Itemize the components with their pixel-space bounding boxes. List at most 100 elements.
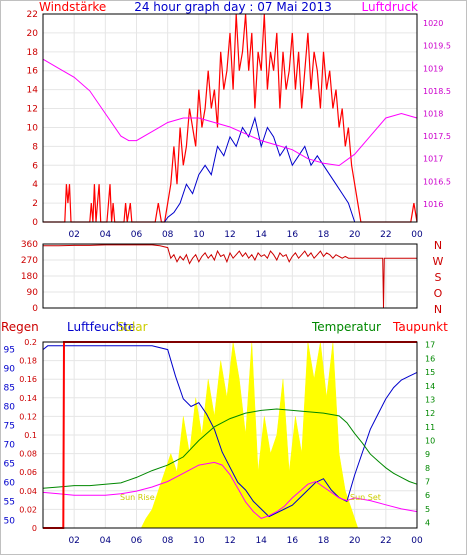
temperature-tick-label: 15 xyxy=(425,368,435,377)
x-tick-label: 22 xyxy=(380,230,391,240)
pressure-tick-label: 1016.5 xyxy=(423,177,451,186)
direction-plot-frame xyxy=(42,243,418,309)
rain-axis-label: Regen xyxy=(1,320,39,334)
rain-tick-label: 0.16 xyxy=(19,375,37,384)
x-tick-label: 08 xyxy=(162,536,174,546)
solar-axis-label: Solar xyxy=(117,320,148,334)
x-tick-label: 18 xyxy=(318,230,330,240)
humidity-axis-label: Luftfeuchte xyxy=(67,320,135,334)
x-tick-label: 16 xyxy=(287,536,299,546)
humidity-tick-label: 55 xyxy=(4,497,15,507)
pressure-tick-label: 1019 xyxy=(423,64,443,73)
climate-plot-frame xyxy=(42,341,418,529)
x-tick-label: 22 xyxy=(380,536,391,546)
rain-tick-label: 0 xyxy=(32,524,37,533)
wind-pressure-panel: Windstärke 24 hour graph day : 07 Mai 20… xyxy=(27,0,451,240)
humidity-tick-label: 50 xyxy=(4,516,16,526)
y-tick-label: 20 xyxy=(27,29,39,39)
y-tick-label: 16 xyxy=(27,67,39,77)
y-tick-label: 12 xyxy=(27,105,38,115)
y-tick-label: 0 xyxy=(32,304,38,314)
y-tick-label: 4 xyxy=(32,180,38,190)
wind-axis-label: Windstärke xyxy=(39,0,106,14)
dewpoint-axis-label: Taupunkt xyxy=(392,320,448,334)
rain-tick-label: 0.06 xyxy=(19,468,37,477)
direction-series xyxy=(43,244,417,309)
humidity-tick-label: 75 xyxy=(4,422,15,432)
temperature-tick-label: 6 xyxy=(425,491,430,500)
pressure-tick-label: 1018 xyxy=(423,109,443,118)
wind-line xyxy=(43,116,417,223)
humidity-tick-label: 80 xyxy=(4,403,16,413)
y-tick-label: 0 xyxy=(32,218,38,228)
pressure-tick-label: 1017.5 xyxy=(423,132,451,141)
x-tick-label: 04 xyxy=(100,230,112,240)
y-tick-label: 180 xyxy=(21,272,38,282)
rain-tick-label: 0.04 xyxy=(19,487,37,496)
humidity-y-ticks: 50 55 60 65 70 75 80 85 90 95 xyxy=(4,346,16,527)
x-tick-label: 16 xyxy=(287,230,299,240)
humidity-line xyxy=(42,345,418,518)
temperature-tick-label: 9 xyxy=(425,450,430,459)
pressure-tick-label: 1020 xyxy=(423,19,443,28)
compass-label: N xyxy=(434,303,442,316)
x-tick-label: 06 xyxy=(131,230,143,240)
x-tick-label: 08 xyxy=(162,230,174,240)
wind-plot-frame xyxy=(42,13,418,223)
climate-panel: Regen Luftfeuchte Solar Temperatur Taupu… xyxy=(1,320,448,546)
y-tick-label: 14 xyxy=(27,86,39,96)
x-tick-label: 20 xyxy=(349,536,361,546)
x-tick-label: 12 xyxy=(224,230,235,240)
x-tick-label: 02 xyxy=(68,536,79,546)
temperature-tick-label: 12 xyxy=(425,409,435,418)
x-tick-label: 14 xyxy=(255,230,267,240)
x-tick-label: 20 xyxy=(349,230,361,240)
rain-tick-label: 0.18 xyxy=(19,357,37,366)
y-tick-label: 18 xyxy=(27,48,39,58)
x-tick-label: 02 xyxy=(68,230,79,240)
pressure-tick-label: 1017 xyxy=(423,155,443,164)
y-tick-label: 360 xyxy=(21,240,38,250)
x-tick-label: 10 xyxy=(193,536,205,546)
temperature-tick-label: 8 xyxy=(425,464,430,473)
pressure-tick-label: 1018.5 xyxy=(423,87,451,96)
temperature-tick-label: 13 xyxy=(425,395,435,404)
direction-y-ticks: 0 90 180 270 360 xyxy=(21,240,38,314)
rain-tick-label: 0.1 xyxy=(24,431,37,440)
pressure-y-ticks: 1016 1016.5 1017 1017.5 1018 1018.5 1019 1019.5… xyxy=(423,19,451,209)
rain-tick-label: 0.14 xyxy=(19,394,37,403)
wind-y-ticks: 0 2 4 6 8 10 12 14 16 18 20 22 xyxy=(27,10,39,228)
temperature-tick-label: 11 xyxy=(425,423,435,432)
pressure-tick-label: 1016 xyxy=(423,200,443,209)
chart-title: 24 hour graph day : 07 Mai 2013 xyxy=(134,0,332,14)
gust-line xyxy=(43,13,418,223)
y-tick-label: 270 xyxy=(21,256,38,266)
x-tick-label: 14 xyxy=(255,536,267,546)
x-tick-label: 04 xyxy=(100,536,112,546)
x-tick-label: 00 xyxy=(411,230,423,240)
climate-x-ticks: 02 04 06 08 10 12 14 16 18 20 22 00 xyxy=(68,536,423,546)
x-tick-label: 18 xyxy=(318,536,330,546)
humidity-tick-label: 65 xyxy=(4,459,15,469)
temperature-tick-label: 7 xyxy=(425,478,430,487)
humidity-tick-label: 60 xyxy=(4,478,16,488)
rain-y-ticks: 0 0.02 0.04 0.06 0.08 0.1 0.12 0.14 0.16 0.18 0.2 xyxy=(19,338,37,533)
temperature-tick-label: 10 xyxy=(425,436,435,445)
compass-label: S xyxy=(435,271,442,284)
compass-label: W xyxy=(433,255,444,268)
temperature-tick-label: 5 xyxy=(425,505,430,514)
pressure-axis-label: Luftdruck xyxy=(361,0,418,14)
y-tick-label: 6 xyxy=(32,161,38,171)
temperature-y-ticks: 4 5 6 7 8 9 10 11 12 13 14 15 16 17 xyxy=(425,341,435,528)
temperature-line xyxy=(42,408,418,489)
rain-tick-label: 0.08 xyxy=(19,450,37,459)
humidity-tick-label: 70 xyxy=(4,440,16,450)
rain-tick-label: 0.2 xyxy=(24,338,37,347)
humidity-tick-label: 90 xyxy=(4,365,16,375)
x-tick-label: 12 xyxy=(224,536,235,546)
temperature-tick-label: 17 xyxy=(425,341,435,350)
pressure-line xyxy=(42,58,418,167)
